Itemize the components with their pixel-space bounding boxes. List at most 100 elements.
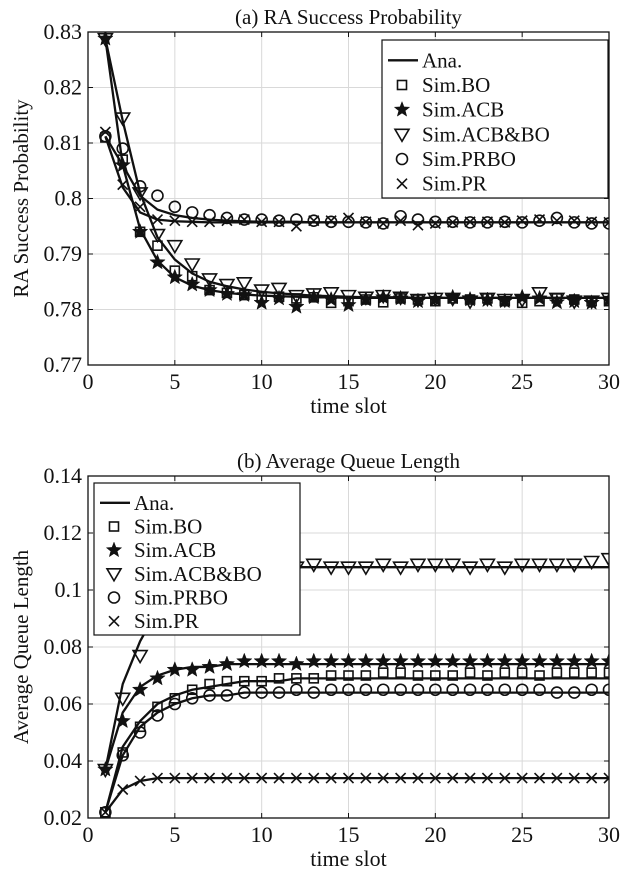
data-point xyxy=(360,670,372,681)
data-point xyxy=(183,258,201,273)
data-point xyxy=(551,667,563,678)
x-tick-label: 15 xyxy=(338,369,360,394)
series-sim-bo xyxy=(100,667,609,818)
data-point xyxy=(583,555,601,571)
data-point xyxy=(534,670,545,681)
y-axis-label: Average Queue Length xyxy=(9,549,33,744)
data-point xyxy=(238,686,251,699)
data-point xyxy=(603,667,609,678)
data-point xyxy=(513,293,531,309)
data-point xyxy=(255,213,268,226)
legend-box xyxy=(381,39,609,199)
data-point xyxy=(374,558,392,573)
series-sim-prbo xyxy=(99,683,609,818)
data-point xyxy=(583,652,600,669)
data-point xyxy=(548,652,566,669)
data-point xyxy=(221,772,233,784)
data-point xyxy=(236,652,253,669)
data-point xyxy=(551,772,563,784)
legend-marker-swatch xyxy=(396,79,408,91)
data-point xyxy=(463,683,477,697)
data-point xyxy=(114,112,132,127)
data-point xyxy=(116,748,130,762)
data-point xyxy=(221,675,233,687)
legend-entry-label: Sim.ACB&BO xyxy=(422,122,550,146)
data-point xyxy=(218,655,236,672)
data-point xyxy=(324,215,338,229)
data-point xyxy=(446,683,460,697)
data-point xyxy=(359,683,373,697)
analytical-line xyxy=(104,662,609,770)
data-point xyxy=(253,284,271,299)
y-tick-label: 0.8 xyxy=(55,186,83,211)
data-point xyxy=(357,561,375,576)
series-sim-pr xyxy=(99,772,609,818)
y-tick-label: 0.14 xyxy=(44,463,83,488)
data-point xyxy=(461,652,479,669)
data-point xyxy=(186,684,198,696)
data-point xyxy=(360,772,372,784)
series-sim-prbo xyxy=(99,130,609,230)
data-point xyxy=(516,215,528,227)
data-point xyxy=(256,675,267,687)
x-tick-label: 10 xyxy=(251,369,273,394)
data-point xyxy=(412,772,424,784)
data-point xyxy=(464,667,476,678)
data-point xyxy=(395,667,406,678)
data-point xyxy=(565,558,583,573)
data-point xyxy=(342,212,355,224)
data-point xyxy=(288,298,305,314)
data-point xyxy=(482,670,493,681)
data-point xyxy=(392,652,409,669)
data-point xyxy=(238,213,251,226)
data-point xyxy=(360,216,372,228)
data-point xyxy=(218,285,236,301)
data-point xyxy=(151,709,164,722)
legend-entry-label: Sim.PR xyxy=(134,609,199,633)
data-point xyxy=(533,214,546,227)
chart-title: (a) RA Success Probability xyxy=(235,5,462,29)
data-point xyxy=(464,216,476,228)
data-point xyxy=(377,217,389,230)
data-point xyxy=(531,289,548,306)
data-point xyxy=(461,561,479,576)
x-axis-label: time slot xyxy=(310,846,386,869)
data-point xyxy=(186,216,198,228)
y-tick-label: 0.06 xyxy=(44,691,83,716)
data-point xyxy=(586,216,598,228)
data-point xyxy=(531,287,548,302)
data-point xyxy=(377,772,389,784)
data-point xyxy=(221,215,233,227)
data-point xyxy=(307,214,321,227)
data-point xyxy=(357,652,375,669)
series-sim-acb xyxy=(97,652,609,777)
data-point xyxy=(239,675,250,687)
y-tick-label: 0.81 xyxy=(44,130,83,155)
data-point xyxy=(447,772,459,784)
x-tick-label: 25 xyxy=(511,369,533,394)
data-point xyxy=(499,216,511,228)
y-tick-label: 0.12 xyxy=(44,520,83,545)
data-point xyxy=(273,772,285,784)
series-sim-pr xyxy=(99,126,609,232)
data-point xyxy=(600,292,609,307)
data-point xyxy=(565,295,583,310)
legend-marker-swatch xyxy=(393,100,411,117)
data-point xyxy=(288,655,305,672)
data-point xyxy=(568,667,580,678)
analytical-line xyxy=(104,776,609,813)
data-point xyxy=(515,683,529,697)
data-point xyxy=(376,683,390,697)
data-point xyxy=(444,652,461,669)
data-point xyxy=(513,652,531,669)
data-point xyxy=(409,652,427,669)
x-tick-label: 10 xyxy=(251,822,273,847)
data-point xyxy=(169,772,181,784)
legend-box xyxy=(93,482,301,636)
data-point xyxy=(236,286,253,303)
data-point xyxy=(273,673,285,684)
data-point xyxy=(305,558,323,573)
data-point xyxy=(463,216,477,229)
data-point xyxy=(131,681,149,697)
data-point xyxy=(411,683,425,697)
